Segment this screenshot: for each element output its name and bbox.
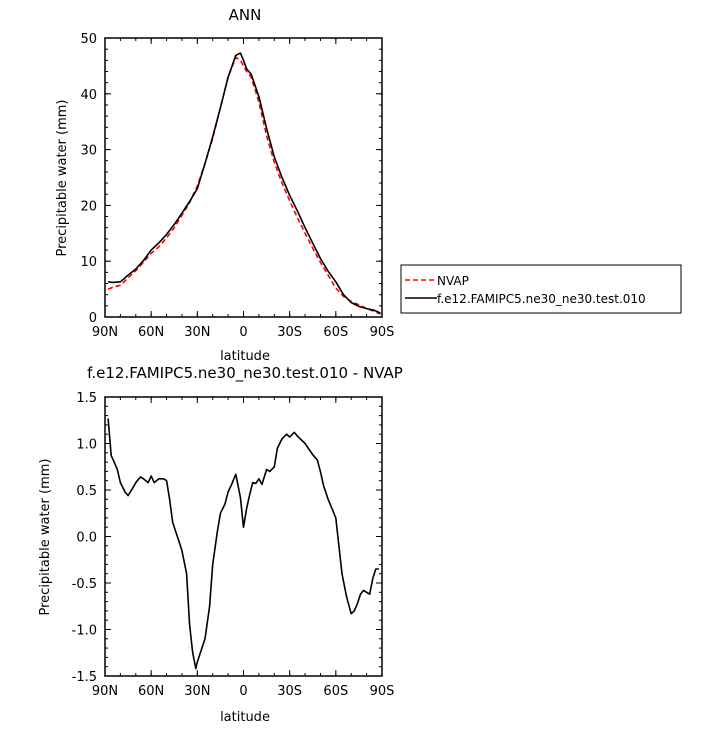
- top-y-tick-label: 20: [80, 199, 97, 214]
- legend: NVAP f.e12.FAMIPC5.ne30_ne30.test.010: [400, 264, 682, 314]
- top-series-line-0: [107, 56, 381, 315]
- top-x-tick-label: 90N: [92, 325, 118, 340]
- legend-box: [400, 264, 682, 314]
- bottom-panel: f.e12.FAMIPC5.ne30_ne30.test.010 - NVAP …: [38, 364, 403, 725]
- top-x-tick-label: 60N: [138, 325, 164, 340]
- top-y-tick-label: 40: [80, 88, 97, 103]
- bottom-y-tick-label: 0.5: [76, 484, 97, 499]
- legend-label-model: f.e12.FAMIPC5.ne30_ne30.test.010: [437, 292, 646, 306]
- top-y-tick-label: 50: [80, 32, 97, 47]
- bottom-series-line-0: [107, 418, 379, 670]
- bottom-y-tick-label: 1.5: [76, 391, 97, 406]
- bottom-y-tick-label: -1.5: [72, 670, 97, 685]
- top-x-tick-label: 0: [239, 325, 247, 340]
- bottom-y-tick-label: -0.5: [72, 577, 97, 592]
- bottom-x-tick-label: 60N: [138, 684, 164, 699]
- bottom-y-tick-label: 0.0: [76, 531, 97, 546]
- top-y-tick-label: 10: [80, 255, 97, 270]
- legend-label-nvap: NVAP: [437, 274, 469, 288]
- bottom-chart-title: f.e12.FAMIPC5.ne30_ne30.test.010 - NVAP: [87, 364, 403, 383]
- bottom-x-tick-label: 30N: [184, 684, 210, 699]
- bottom-plot-frame: [104, 396, 383, 677]
- top-panel: ANN latitude Precipitable water (mm) 90N…: [55, 6, 394, 364]
- top-y-axis-label: Precipitable water (mm): [55, 100, 70, 257]
- bottom-y-tick-label: -1.0: [72, 624, 97, 639]
- bottom-x-tick-label: 90S: [370, 684, 395, 699]
- top-x-tick-label: 30N: [184, 325, 210, 340]
- bottom-x-axis-label: latitude: [220, 710, 270, 725]
- bottom-x-tick-label: 30S: [277, 684, 302, 699]
- top-x-axis-label: latitude: [220, 349, 270, 364]
- bottom-x-tick-label: 0: [239, 684, 247, 699]
- top-x-tick-label: 90S: [370, 325, 395, 340]
- top-x-tick-label: 60S: [323, 325, 348, 340]
- bottom-y-tick-label: 1.0: [76, 438, 97, 453]
- top-y-tick-label: 0: [89, 311, 97, 326]
- bottom-y-axis-label: Precipitable water (mm): [38, 459, 53, 616]
- top-x-tick-label: 30S: [277, 325, 302, 340]
- top-plot-frame: [104, 37, 383, 318]
- bottom-x-tick-label: 60S: [323, 684, 348, 699]
- top-y-tick-label: 30: [80, 144, 97, 159]
- top-series-line-1: [107, 52, 381, 314]
- bottom-x-tick-label: 90N: [92, 684, 118, 699]
- top-chart-title: ANN: [229, 6, 262, 24]
